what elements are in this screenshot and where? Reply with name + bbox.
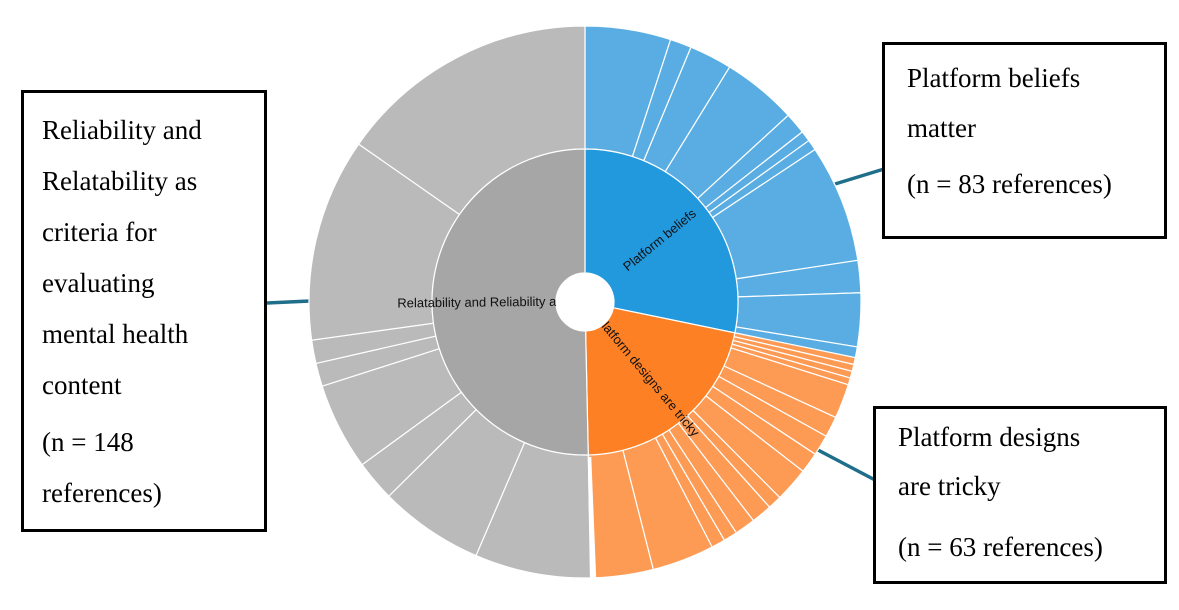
callout-top-right-line-1: Platform beliefs [907,63,1081,93]
connector-left [266,299,311,305]
connector-top-right [834,167,885,186]
callout-left-line-2: Relatability as [42,166,198,196]
inner-ring [431,148,739,456]
callout-connectors [266,167,885,482]
callout-top-right-refs: (n = 83 references) [907,169,1112,199]
callout-left-line-5: mental health [42,319,189,349]
callout-left-line-1: Reliability and [42,115,202,145]
callout-left-line-4: evaluating [42,268,155,298]
outer-ring-gap [587,456,597,580]
callout-left-line-3: criteria for [42,217,157,247]
connector-bottom-right [817,448,876,482]
inner-label-relatability-and-reliability-are: Relatability and Reliability are... [397,294,579,311]
callout-platform-beliefs: Platform beliefs matter (n = 83 referenc… [882,42,1167,239]
callout-bottom-right-line-1: Platform designs [898,422,1081,452]
callout-bottom-right-line-2: are tricky [898,471,1001,501]
callout-reliability-relatability: Reliability and Relatability as criteria… [21,90,267,532]
callout-bottom-right-refs: (n = 63 references) [898,532,1103,562]
callout-left-line-6: content [42,370,122,400]
callout-left-refs-2: references) [42,478,162,508]
callout-left-refs-1: (n = 148 [42,427,134,457]
callout-platform-designs: Platform designs are tricky (n = 63 refe… [873,406,1167,584]
callout-top-right-line-2: matter [907,113,976,143]
center-hole [556,273,614,331]
outer-ring [308,25,862,580]
